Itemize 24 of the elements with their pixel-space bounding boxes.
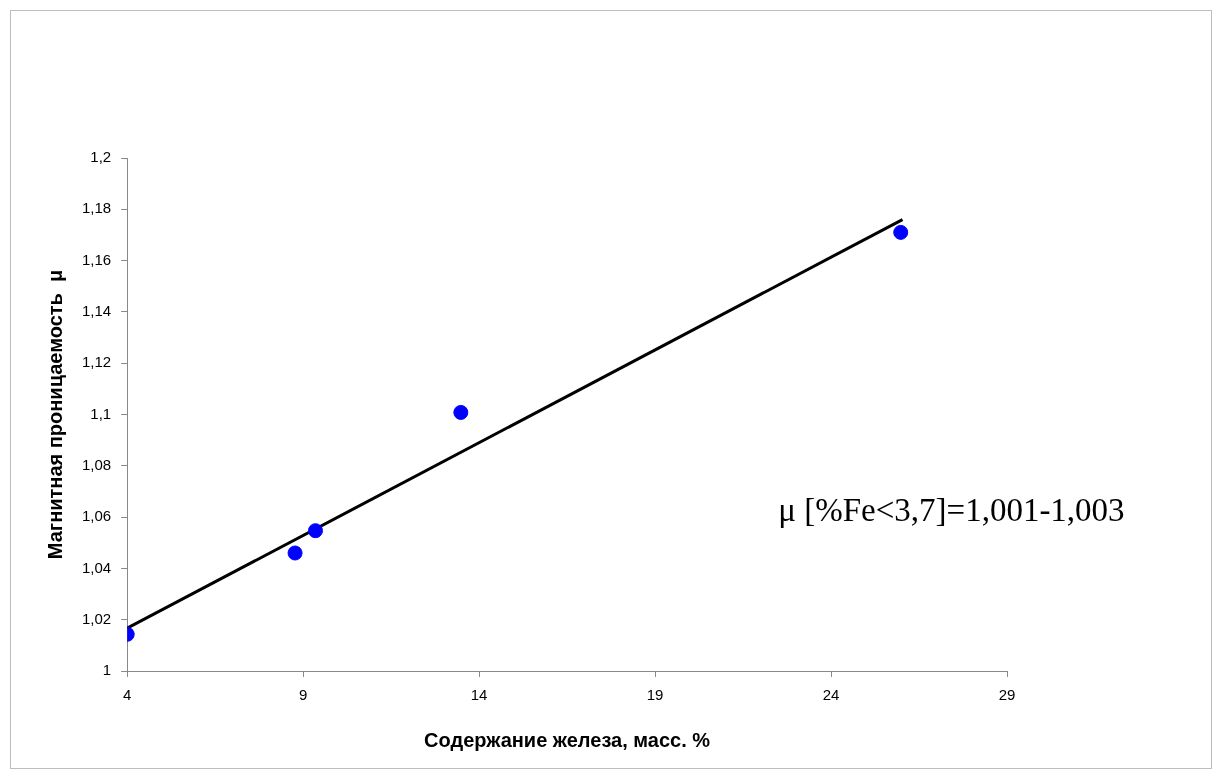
x-tick-label: 24 xyxy=(822,686,840,704)
y-tick-label: 1,12 xyxy=(81,353,112,371)
annotation: μ [%Fe<3,7]=1,001-1,003 xyxy=(778,491,1125,528)
point xyxy=(893,224,909,240)
x-tick-label: 14 xyxy=(470,686,488,704)
y-tick-label: 1,16 xyxy=(81,250,112,268)
y-tick-label: 1 xyxy=(102,661,112,679)
point xyxy=(453,404,469,420)
y-axis-title: Магнитная проницаемость μ xyxy=(43,269,66,560)
y-tick-label: 1,14 xyxy=(81,302,112,320)
x-axis-title: Содержание железа, масс. % xyxy=(424,728,711,751)
x-tick-label: 29 xyxy=(998,686,1016,704)
x-tick-label: 9 xyxy=(298,686,308,704)
y-tick-label: 1,02 xyxy=(81,609,112,627)
point xyxy=(287,545,303,561)
y-tick-label: 1,1 xyxy=(90,404,112,422)
y-tick-label: 1,08 xyxy=(81,455,112,473)
y-tick-label: 1,2 xyxy=(90,148,112,166)
x-tick-label: 19 xyxy=(646,686,664,704)
y-tick-label: 1,18 xyxy=(81,199,112,217)
y-tick-label: 1,04 xyxy=(81,558,112,576)
y-tick-label: 1,06 xyxy=(81,507,112,525)
point xyxy=(307,523,323,539)
x-tick-label: 4 xyxy=(123,686,132,704)
